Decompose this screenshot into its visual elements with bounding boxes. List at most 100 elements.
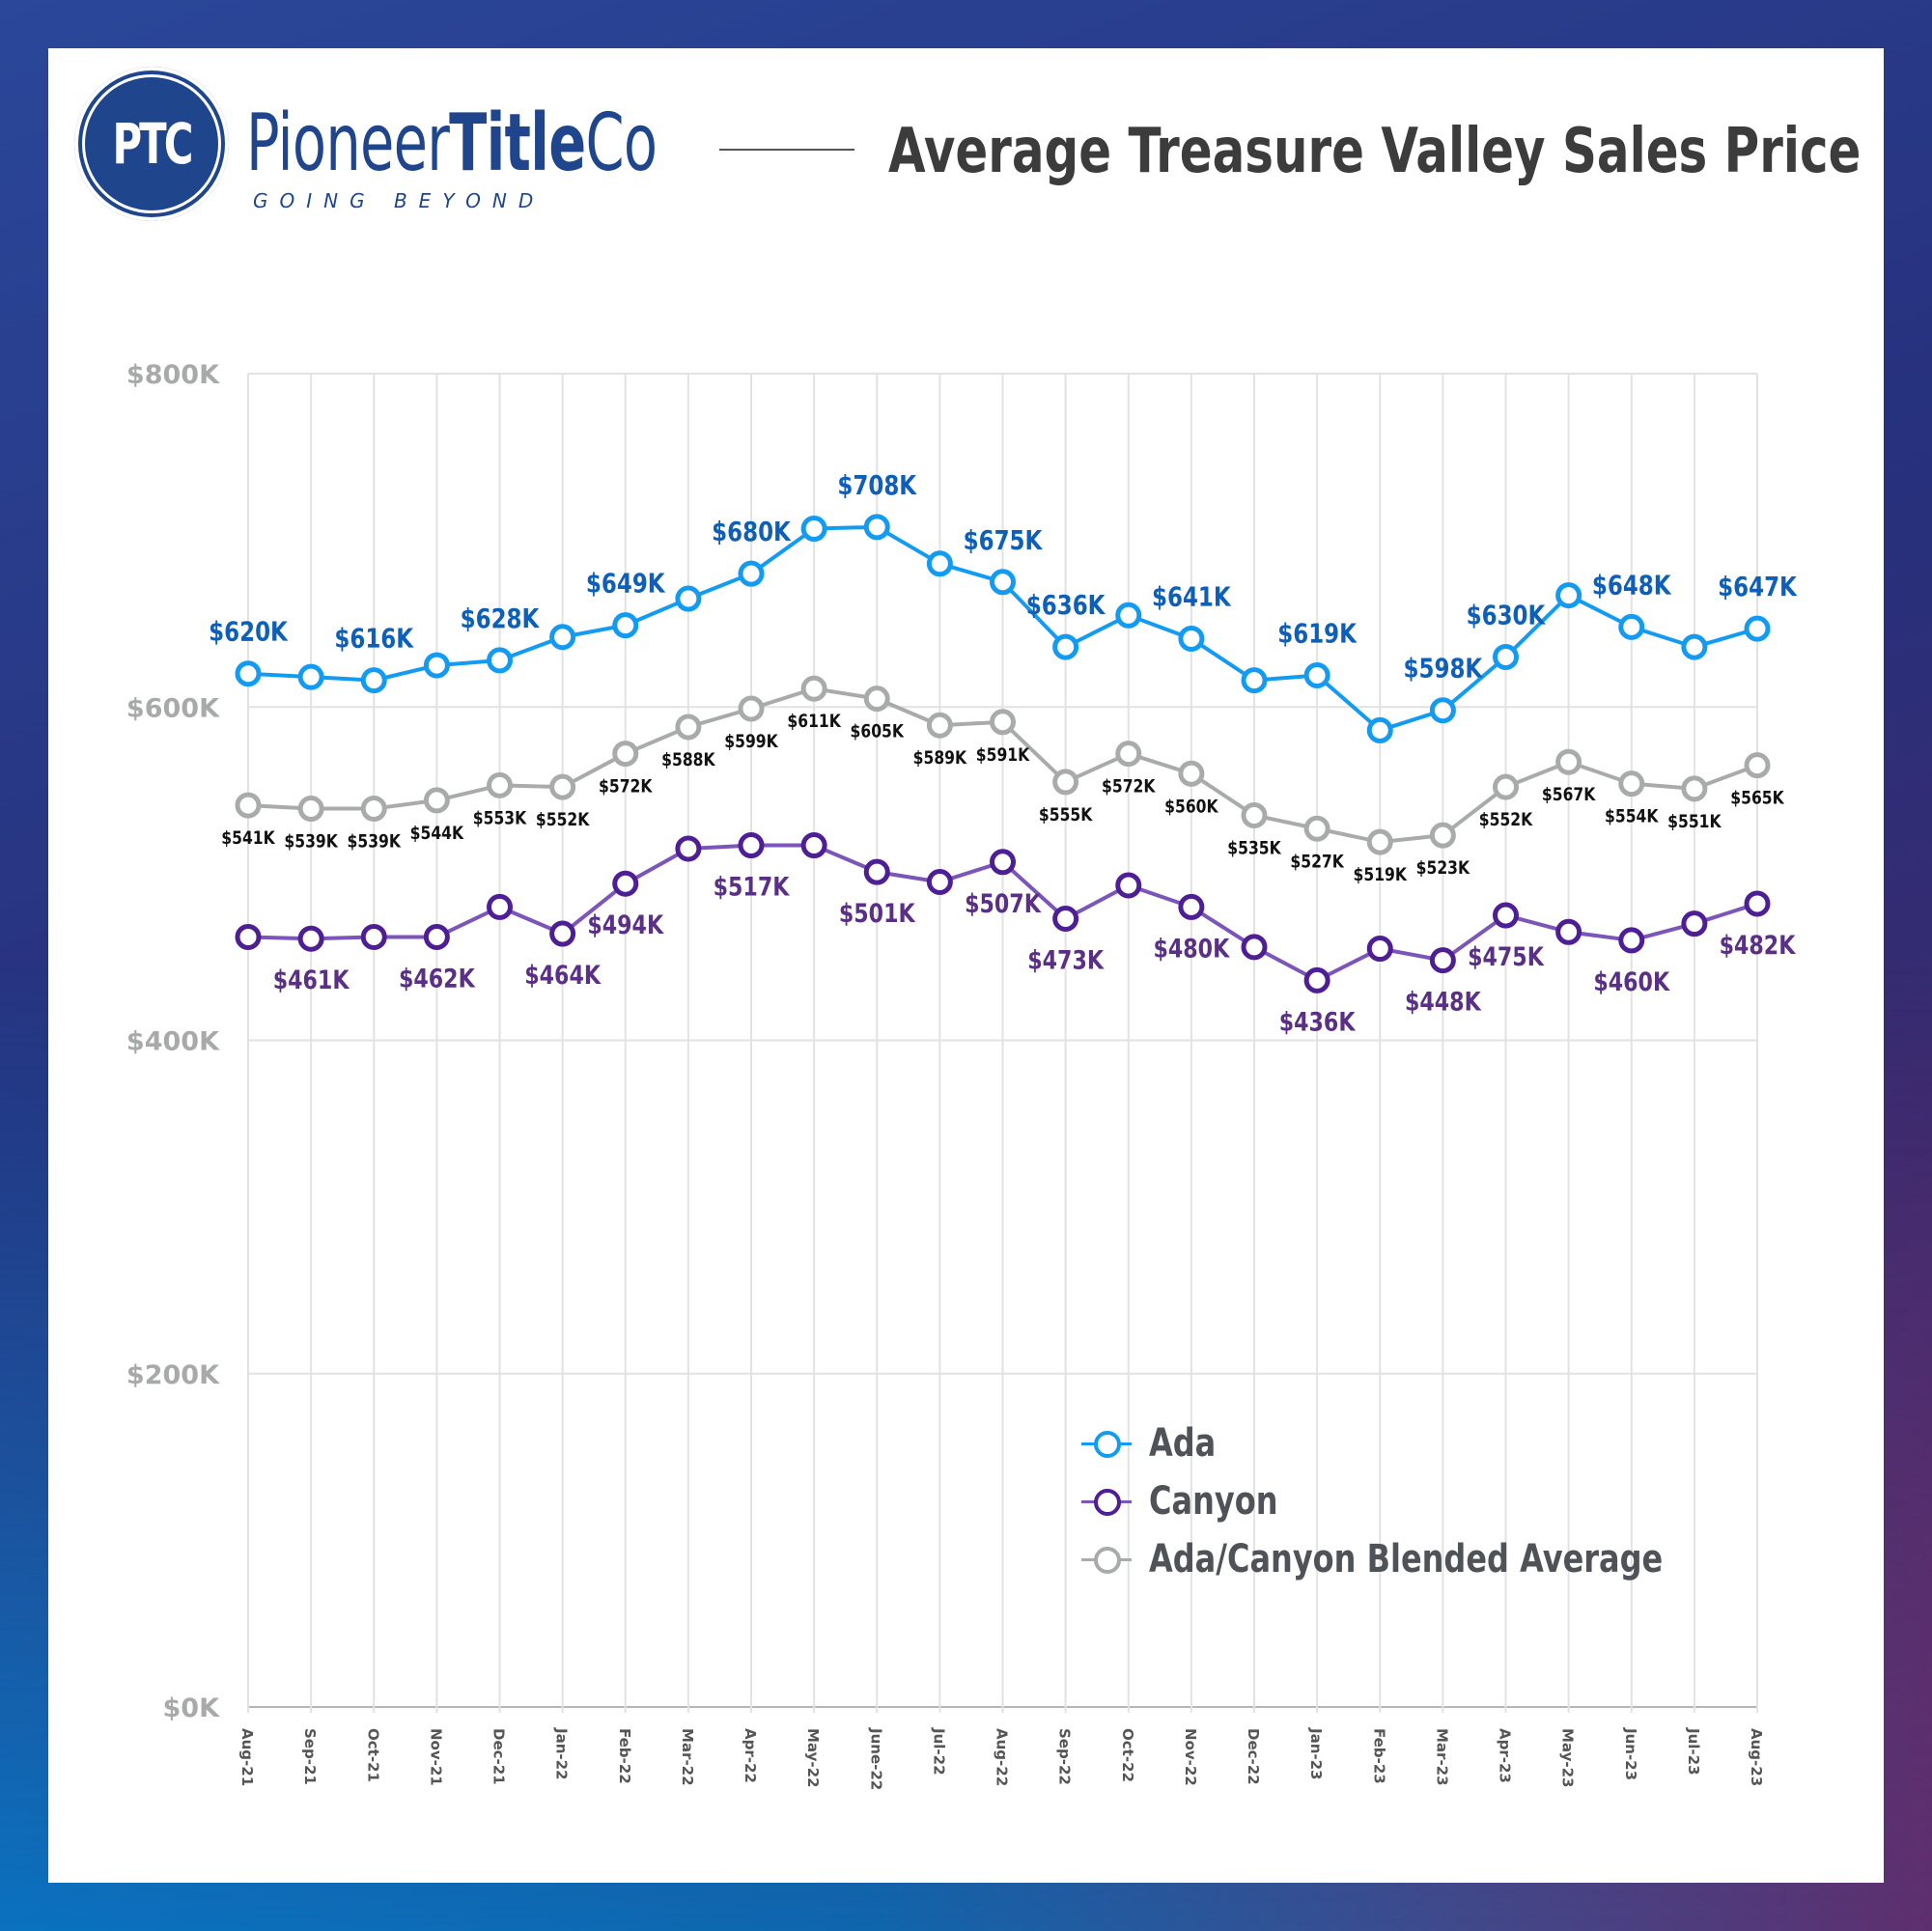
- data-label-ada: $641K: [1152, 581, 1232, 613]
- point-ada: [297, 663, 324, 690]
- point-blended: [1115, 741, 1142, 768]
- data-label-ada: $619K: [1277, 618, 1358, 650]
- data-label-canyon: $436K: [1279, 1006, 1357, 1037]
- point-blended: [1555, 748, 1582, 775]
- data-label-canyon: $480K: [1154, 933, 1231, 964]
- y-tick-label: $600K: [126, 693, 220, 723]
- point-blended: [612, 741, 639, 768]
- x-tick-label: Apr-23: [1497, 1728, 1514, 1783]
- data-label-canyon: $448K: [1405, 986, 1482, 1017]
- point-canyon: [1241, 934, 1268, 961]
- data-label-blended: $572K: [599, 776, 653, 798]
- series-points: [235, 514, 1771, 993]
- data-label-canyon: $507K: [965, 888, 1042, 919]
- data-label-blended: $519K: [1354, 865, 1408, 886]
- x-tick-label: Apr-22: [742, 1728, 759, 1783]
- y-tick-label: $200K: [126, 1360, 220, 1390]
- point-canyon: [297, 925, 324, 952]
- data-label-blended: $539K: [284, 831, 338, 853]
- point-ada: [1115, 602, 1142, 629]
- point-blended: [1178, 760, 1205, 787]
- x-tick-label: May-22: [804, 1728, 822, 1787]
- point-blended: [738, 695, 765, 722]
- x-tick-label: Jul-23: [1685, 1727, 1702, 1776]
- point-ada: [1429, 697, 1456, 724]
- point-ada: [1618, 613, 1645, 640]
- y-tick-label: $400K: [126, 1027, 220, 1057]
- legend-item-ada: Ada: [1081, 1414, 1791, 1472]
- legend-marker-blended-icon: [1081, 1545, 1132, 1574]
- data-label-blended: $605K: [851, 721, 905, 742]
- data-label-canyon: $501K: [839, 898, 916, 929]
- point-ada: [1052, 633, 1079, 660]
- data-labels: $620K $616K $628K $649K $680K $708K $675K $636K…: [209, 470, 1798, 1037]
- data-label-blended: $535K: [1227, 838, 1281, 859]
- point-blended: [423, 787, 450, 814]
- brand-tagline: GOING BEYOND: [253, 189, 546, 212]
- data-label-ada: $647K: [1718, 572, 1798, 603]
- data-label-blended: $523K: [1416, 858, 1470, 880]
- point-blended: [1744, 752, 1771, 779]
- point-blended: [1429, 822, 1456, 849]
- x-tick-label: Sep-21: [301, 1728, 319, 1785]
- y-tick-label: $0K: [163, 1693, 221, 1723]
- data-label-canyon: $517K: [714, 871, 791, 902]
- data-label-ada: $630K: [1467, 600, 1547, 631]
- x-tick-label: Oct-22: [1119, 1728, 1136, 1782]
- point-canyon: [926, 869, 953, 896]
- x-tick-label: Oct-21: [364, 1728, 381, 1782]
- chart-card: [48, 48, 1884, 1883]
- x-tick-label: Feb-23: [1370, 1728, 1387, 1784]
- x-tick-label: Sep-22: [1056, 1728, 1074, 1785]
- point-blended: [990, 709, 1016, 736]
- point-blended: [1366, 828, 1393, 855]
- point-canyon: [1744, 890, 1771, 917]
- point-canyon: [612, 870, 639, 897]
- point-ada: [800, 516, 827, 543]
- data-label-blended: $552K: [536, 810, 590, 831]
- data-label-blended: $551K: [1667, 811, 1722, 832]
- legend-label-canyon: Canyon: [1149, 1479, 1278, 1524]
- data-label-blended: $588K: [661, 750, 715, 771]
- point-ada: [1366, 716, 1393, 743]
- data-label-blended: $555K: [1039, 805, 1093, 826]
- point-canyon: [360, 923, 387, 950]
- data-label-blended: $527K: [1290, 852, 1344, 873]
- point-canyon: [675, 835, 702, 862]
- point-blended: [1241, 801, 1268, 828]
- x-tick-label: Jun-23: [1622, 1727, 1639, 1780]
- legend-label-ada: Ada: [1149, 1421, 1217, 1466]
- data-label-ada: $636K: [1026, 590, 1106, 622]
- legend-label-blended: Ada/Canyon Blended Average: [1149, 1537, 1664, 1581]
- ptc-logo-badge: PTC: [74, 67, 229, 221]
- data-label-blended: $552K: [1479, 810, 1533, 831]
- point-blended: [235, 792, 262, 819]
- x-tick-label: Nov-21: [427, 1728, 444, 1786]
- data-label-ada: $675K: [964, 525, 1044, 557]
- legend-item-blended: Ada/Canyon Blended Average: [1081, 1530, 1791, 1588]
- point-ada: [549, 624, 576, 651]
- data-label-canyon: $461K: [273, 965, 350, 995]
- point-ada: [1178, 625, 1205, 652]
- x-tick-label: Jan-22: [553, 1727, 571, 1779]
- point-canyon: [1052, 905, 1079, 932]
- point-canyon: [423, 923, 450, 950]
- point-ada: [1493, 643, 1519, 670]
- data-label-canyon: $464K: [524, 960, 602, 991]
- data-label-blended: $611K: [787, 712, 841, 733]
- point-canyon: [1115, 872, 1142, 899]
- data-label-canyon: $475K: [1468, 941, 1545, 972]
- brand-name-part-2: Co: [585, 98, 658, 189]
- point-blended: [360, 796, 387, 823]
- legend-marker-ada-icon: [1081, 1429, 1132, 1458]
- data-label-blended: $591K: [976, 744, 1030, 766]
- data-label-blended: $567K: [1542, 785, 1596, 806]
- point-canyon: [549, 920, 576, 947]
- data-label-canyon: $494K: [587, 910, 664, 940]
- data-label-ada: $620K: [209, 617, 289, 649]
- x-tick-label: Aug-22: [994, 1728, 1011, 1786]
- point-blended: [1493, 773, 1519, 800]
- data-label-blended: $572K: [1102, 776, 1156, 798]
- x-tick-label: Dec-21: [490, 1728, 508, 1785]
